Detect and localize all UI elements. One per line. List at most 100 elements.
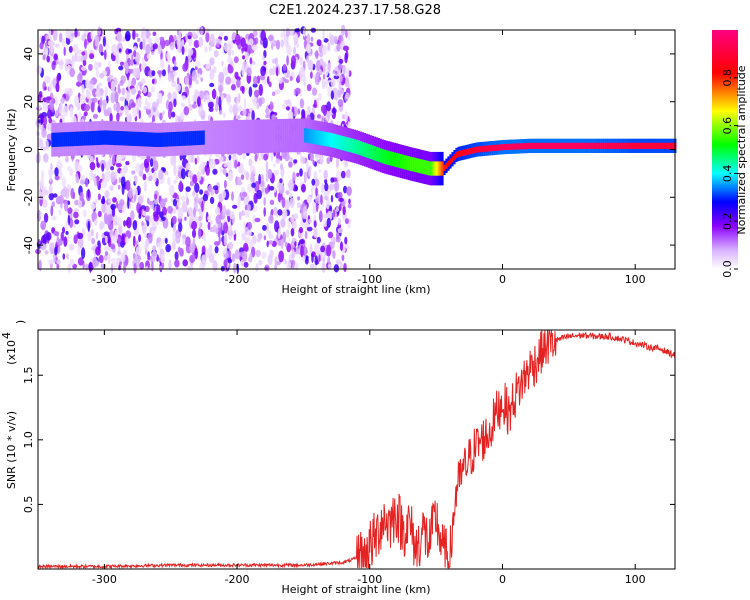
ridge-core — [507, 143, 510, 150]
snr-y-unit-exp: 4 — [0, 332, 13, 339]
ridge-halo — [244, 119, 247, 154]
noise-speck — [173, 179, 177, 185]
noise-speck — [243, 200, 247, 206]
noise-speck — [90, 228, 94, 237]
noise-speck — [103, 231, 110, 236]
noise-speck — [266, 240, 269, 248]
noise-speck — [214, 241, 220, 246]
noise-speck — [252, 214, 256, 224]
noise-speck — [81, 247, 86, 260]
noise-speck — [256, 104, 259, 110]
ridge-core — [154, 132, 157, 147]
noise-speck — [127, 197, 130, 209]
noise-speck — [312, 205, 316, 215]
noise-speck — [237, 197, 241, 209]
ridge-core — [120, 131, 124, 146]
noise-speck — [97, 210, 102, 218]
noise-speck — [135, 67, 141, 79]
noise-speck — [324, 182, 329, 192]
noise-speck — [120, 175, 126, 188]
noise-speck — [81, 84, 85, 94]
noise-speck — [222, 205, 226, 217]
ridge-core — [316, 130, 319, 145]
noise-speck — [251, 96, 257, 104]
noise-speck — [82, 209, 87, 218]
noise-speck — [342, 64, 346, 75]
noise-speck — [129, 60, 134, 66]
noise-speck — [347, 121, 351, 131]
ridge-core — [463, 149, 466, 156]
noise-speck — [333, 35, 338, 45]
noise-speck — [247, 229, 252, 237]
noise-speck — [167, 72, 172, 82]
noise-speck — [191, 70, 198, 82]
noise-speck — [258, 156, 262, 161]
ridge-core — [501, 144, 504, 151]
ridge-core — [658, 142, 661, 149]
ridge-core — [326, 132, 329, 147]
noise-speck — [207, 101, 214, 109]
noise-speck — [255, 263, 259, 272]
noise-speck — [289, 156, 293, 162]
noise-speck — [306, 196, 312, 204]
noise-speck — [48, 117, 53, 124]
noise-speck — [166, 51, 171, 60]
noise-speck — [110, 262, 114, 274]
noise-speck — [138, 170, 144, 177]
noise-speck — [133, 50, 137, 58]
noise-speck — [175, 232, 181, 244]
ridge-core — [407, 156, 410, 171]
noise-speck — [141, 220, 144, 227]
colorbar-gradient — [712, 30, 738, 269]
ridge-core — [646, 142, 649, 149]
noise-speck — [288, 111, 294, 120]
ridge-core — [389, 151, 392, 166]
noise-speck — [142, 86, 148, 94]
noise-speck — [269, 199, 275, 205]
noise-speck — [284, 79, 290, 84]
ridge-core — [371, 145, 374, 160]
noise-speck — [337, 63, 343, 70]
noise-speck — [65, 28, 71, 39]
ridge-core — [568, 142, 571, 149]
noise-speck — [301, 109, 306, 118]
ridge-core — [471, 147, 474, 154]
noise-speck — [341, 200, 346, 207]
ridge-core — [483, 145, 486, 152]
noise-speck — [100, 51, 104, 56]
noise-speck — [274, 256, 278, 267]
noise-speck — [294, 37, 298, 42]
noise-speck — [134, 177, 138, 185]
noise-speck — [296, 172, 300, 177]
ridge-core — [61, 132, 64, 147]
noise-speck — [99, 221, 105, 229]
ridge-core — [652, 142, 655, 149]
ridge-core — [115, 130, 118, 146]
ridge-core — [660, 142, 663, 149]
ridge-core — [441, 161, 444, 176]
noise-speck — [52, 60, 57, 66]
noise-speck — [160, 253, 165, 264]
ridge-core — [535, 142, 538, 149]
ridge-core — [491, 145, 494, 152]
noise-speck — [325, 68, 329, 76]
noise-speck — [132, 235, 136, 247]
noise-speck — [75, 176, 80, 184]
noise-speck — [119, 80, 124, 86]
noise-speck — [118, 48, 122, 53]
noise-speck — [165, 244, 171, 253]
noise-speck — [67, 263, 71, 273]
noise-speck — [150, 222, 157, 228]
noise-speck — [274, 57, 278, 65]
ridge-core — [459, 150, 462, 157]
noise-speck — [199, 90, 204, 100]
noise-speck — [297, 196, 301, 201]
noise-speck — [153, 160, 159, 171]
noise-speck — [344, 236, 348, 245]
noise-speck — [108, 158, 112, 167]
noise-speck — [251, 110, 255, 122]
noise-speck — [198, 207, 202, 216]
noise-speck — [36, 64, 42, 75]
ridge-core — [515, 143, 518, 150]
noise-speck — [178, 222, 183, 233]
